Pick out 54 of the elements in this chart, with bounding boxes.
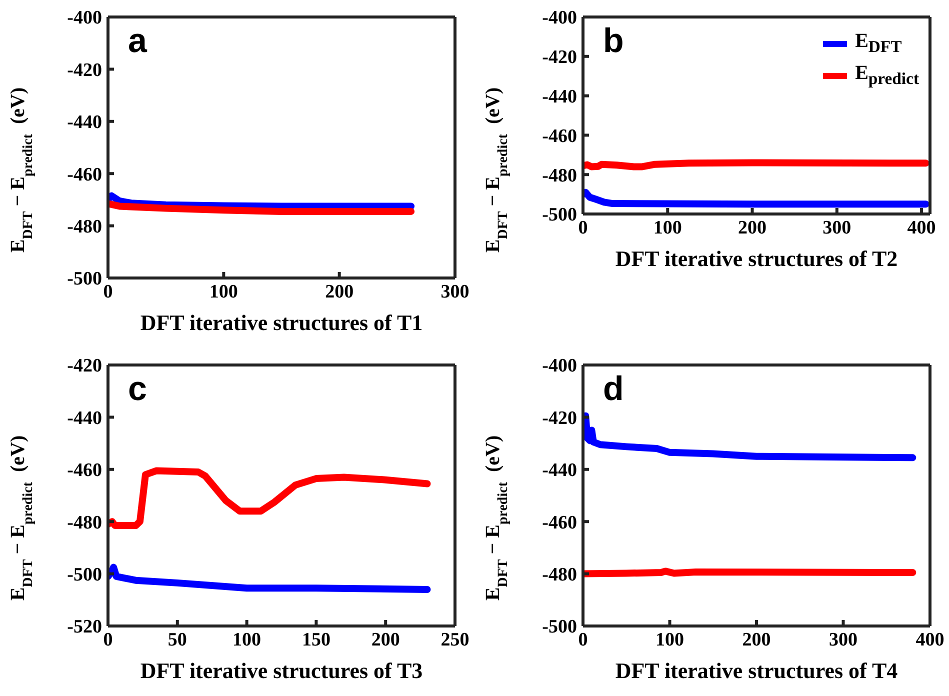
chart-title: d [603,370,624,409]
y-tick-label: -460 [67,460,102,482]
y-tick-label: -440 [67,112,102,134]
y-tick-label: -480 [67,216,102,238]
legend-label: E$_{DFT}$ [855,29,902,58]
x-tick-label: 250 [440,629,470,650]
y-tick-label: -480 [542,564,577,586]
x-tick-label: 300 [829,629,858,650]
chart-title: c [128,370,147,409]
x-tick-label: 400 [907,217,936,238]
x-tick-label: 0 [578,217,588,238]
y-tick-label: -500 [542,616,577,638]
x-tick-label: 300 [440,281,470,302]
y-tick-label: -500 [67,268,102,290]
x-tick-label: 0 [103,629,113,650]
x-tick-label: 200 [742,629,771,650]
x-tick-label: 50 [168,629,187,650]
x-tick-label: 200 [325,281,354,302]
x-tick-label: 200 [371,629,400,650]
x-tick-label: 0 [103,281,113,302]
x-tick-label: 300 [822,217,852,238]
x-tick-label: 150 [302,629,330,650]
y-tick-label: -400 [542,356,577,377]
y-tick-label: -400 [542,8,577,29]
legend-label: E$_{predict}$ [855,61,919,90]
x-tick-label: 200 [738,217,767,238]
y-tick-label: -460 [542,126,577,147]
y-tick-label: -440 [542,460,577,482]
x-axis-title: DFT iterative structures of T2 [615,246,898,271]
x-tick-label: 100 [653,217,682,238]
y-tick-label: -500 [67,564,102,586]
y-tick-label: -520 [67,616,102,638]
chart-title: a [128,22,147,61]
chart-title: b [603,22,624,61]
x-tick-label: 100 [209,281,238,302]
y-tick-label: -440 [67,408,102,429]
y-tick-label: -500 [542,204,577,226]
x-axis-title: DFT iterative structures of T4 [615,658,898,683]
x-axis-title: DFT iterative structures of T1 [140,310,423,335]
y-tick-label: -420 [542,47,577,68]
y-tick-label: -480 [67,512,102,534]
y-tick-label: -480 [542,165,577,186]
y-tick-label: -420 [542,408,577,429]
y-tick-label: -440 [542,86,577,108]
y-tick-label: -460 [67,164,102,186]
y-tick-label: -400 [67,8,102,29]
x-tick-label: 400 [916,629,944,650]
y-tick-label: -420 [67,60,102,81]
y-tick-label: -460 [542,512,577,534]
y-tick-label: -420 [67,356,102,377]
x-tick-label: 100 [656,629,684,650]
x-tick-label: 0 [578,629,588,650]
x-axis-title: DFT iterative structures of T3 [140,658,423,683]
x-tick-label: 100 [232,629,262,650]
